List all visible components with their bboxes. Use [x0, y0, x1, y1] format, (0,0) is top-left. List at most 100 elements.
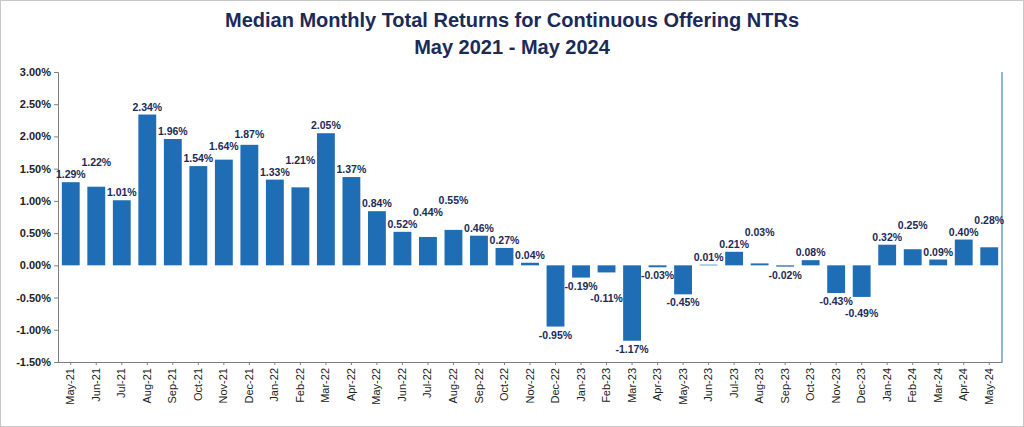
x-tick: Nov-21 [217, 362, 229, 403]
x-tick-mark [683, 362, 684, 365]
data-label: 0.55% [439, 194, 469, 206]
x-tick-mark [861, 362, 862, 365]
bar [266, 180, 284, 266]
x-tick: Jul-21 [115, 362, 127, 398]
y-tick: 2.00% [20, 130, 58, 142]
x-tick-label: Dec-21 [243, 368, 255, 403]
x-tick-mark [734, 362, 735, 365]
data-label: -0.95% [539, 329, 573, 341]
bar [878, 245, 896, 266]
bar [751, 263, 769, 265]
data-label: -1.17% [615, 343, 649, 355]
y-tick-mark [54, 201, 58, 202]
x-tick-mark [478, 362, 479, 365]
y-tick-label: 2.00% [20, 130, 51, 142]
x-tick: Sep-23 [779, 362, 791, 403]
x-tick: Feb-24 [906, 362, 918, 403]
x-tick: Jun-23 [702, 362, 714, 402]
x-tick: Jul-23 [728, 362, 740, 398]
x-tick: Jul-22 [421, 362, 433, 398]
bar [853, 265, 871, 297]
x-tick-mark [810, 362, 811, 365]
data-label: 0.52% [388, 218, 418, 230]
data-label: 0.21% [719, 238, 749, 250]
bar [904, 249, 922, 265]
x-tick: Oct-22 [498, 362, 510, 401]
y-tick-mark [54, 72, 58, 73]
bar [113, 200, 131, 265]
x-tick-mark [504, 362, 505, 365]
bar [138, 115, 156, 266]
bar [87, 187, 105, 266]
x-tick-mark [708, 362, 709, 365]
x-tick-label: Sep-21 [166, 368, 178, 403]
data-label: 0.01% [694, 251, 724, 263]
data-label: 2.05% [311, 119, 341, 131]
bar [802, 260, 820, 265]
data-label: 0.04% [515, 249, 545, 261]
x-tick-mark [887, 362, 888, 365]
bar [547, 265, 565, 326]
data-label: -0.19% [564, 280, 598, 292]
bar [776, 265, 794, 266]
x-tick-label: Aug-23 [753, 368, 765, 403]
x-tick-mark [581, 362, 582, 365]
x-tick-label: Apr-24 [957, 368, 969, 401]
axis-line [54, 73, 59, 363]
x-tick-label: May-21 [64, 368, 76, 405]
data-label: -0.45% [666, 296, 700, 308]
x-tick: Apr-24 [957, 362, 969, 401]
data-label: 0.46% [464, 222, 494, 234]
bar [649, 265, 667, 267]
bar [496, 248, 514, 265]
bar [368, 211, 386, 265]
x-tick-label: Feb-24 [906, 368, 918, 403]
data-label: -0.11% [590, 292, 623, 304]
bar [240, 145, 258, 266]
data-label: 1.96% [158, 125, 188, 137]
x-tick-mark [223, 362, 224, 365]
x-tick-label: Nov-23 [830, 368, 842, 403]
x-tick: Jun-21 [90, 362, 102, 402]
x-tick: Sep-22 [472, 362, 484, 403]
x-tick-label: Mar-24 [932, 368, 944, 403]
x-tick: Oct-23 [804, 362, 816, 401]
x-tick-mark [606, 362, 607, 365]
x-tick: May-23 [677, 362, 689, 405]
data-label: 0.27% [490, 234, 520, 246]
x-tick: Nov-23 [830, 362, 842, 403]
y-tick: 3.00% [20, 66, 58, 78]
data-label: 0.09% [923, 246, 953, 258]
data-label: 0.08% [796, 246, 826, 258]
x-tick-mark [96, 362, 97, 365]
x-tick-mark [530, 362, 531, 365]
data-label: 0.32% [872, 231, 902, 243]
x-tick-label: May-24 [983, 368, 995, 405]
x-tick-mark [274, 362, 275, 365]
y-tick-label: 1.50% [20, 163, 51, 175]
x-tick: Aug-23 [753, 362, 765, 403]
x-tick: Feb-23 [600, 362, 612, 403]
x-tick-label: Nov-21 [217, 368, 229, 403]
data-label: -0.03% [641, 269, 675, 281]
data-label: 0.03% [745, 226, 775, 238]
x-tick-mark [785, 362, 786, 365]
bar [291, 187, 309, 265]
y-tick: -0.50% [16, 292, 58, 304]
x-tick-label: Jan-22 [268, 368, 280, 402]
bar [394, 232, 412, 266]
x-tick-label: Sep-22 [472, 368, 484, 403]
x-tick-label: Jun-21 [90, 368, 102, 402]
x-tick: Aug-21 [141, 362, 153, 403]
x-tick: May-22 [370, 362, 382, 405]
y-tick-label: 0.50% [20, 227, 51, 239]
chart-container: Median Monthly Total Returns for Continu… [0, 0, 1024, 427]
x-tick: Mar-23 [626, 362, 638, 403]
y-tick: 1.00% [20, 195, 58, 207]
y-axis: -1.50%-1.00%-0.50%0.00%0.50%1.00%1.50%2.… [16, 66, 58, 368]
data-label: 1.33% [260, 166, 290, 178]
data-label: 0.25% [898, 219, 928, 231]
x-tick-mark [249, 362, 250, 365]
bar [980, 247, 998, 265]
x-tick-label: Oct-22 [498, 368, 510, 401]
